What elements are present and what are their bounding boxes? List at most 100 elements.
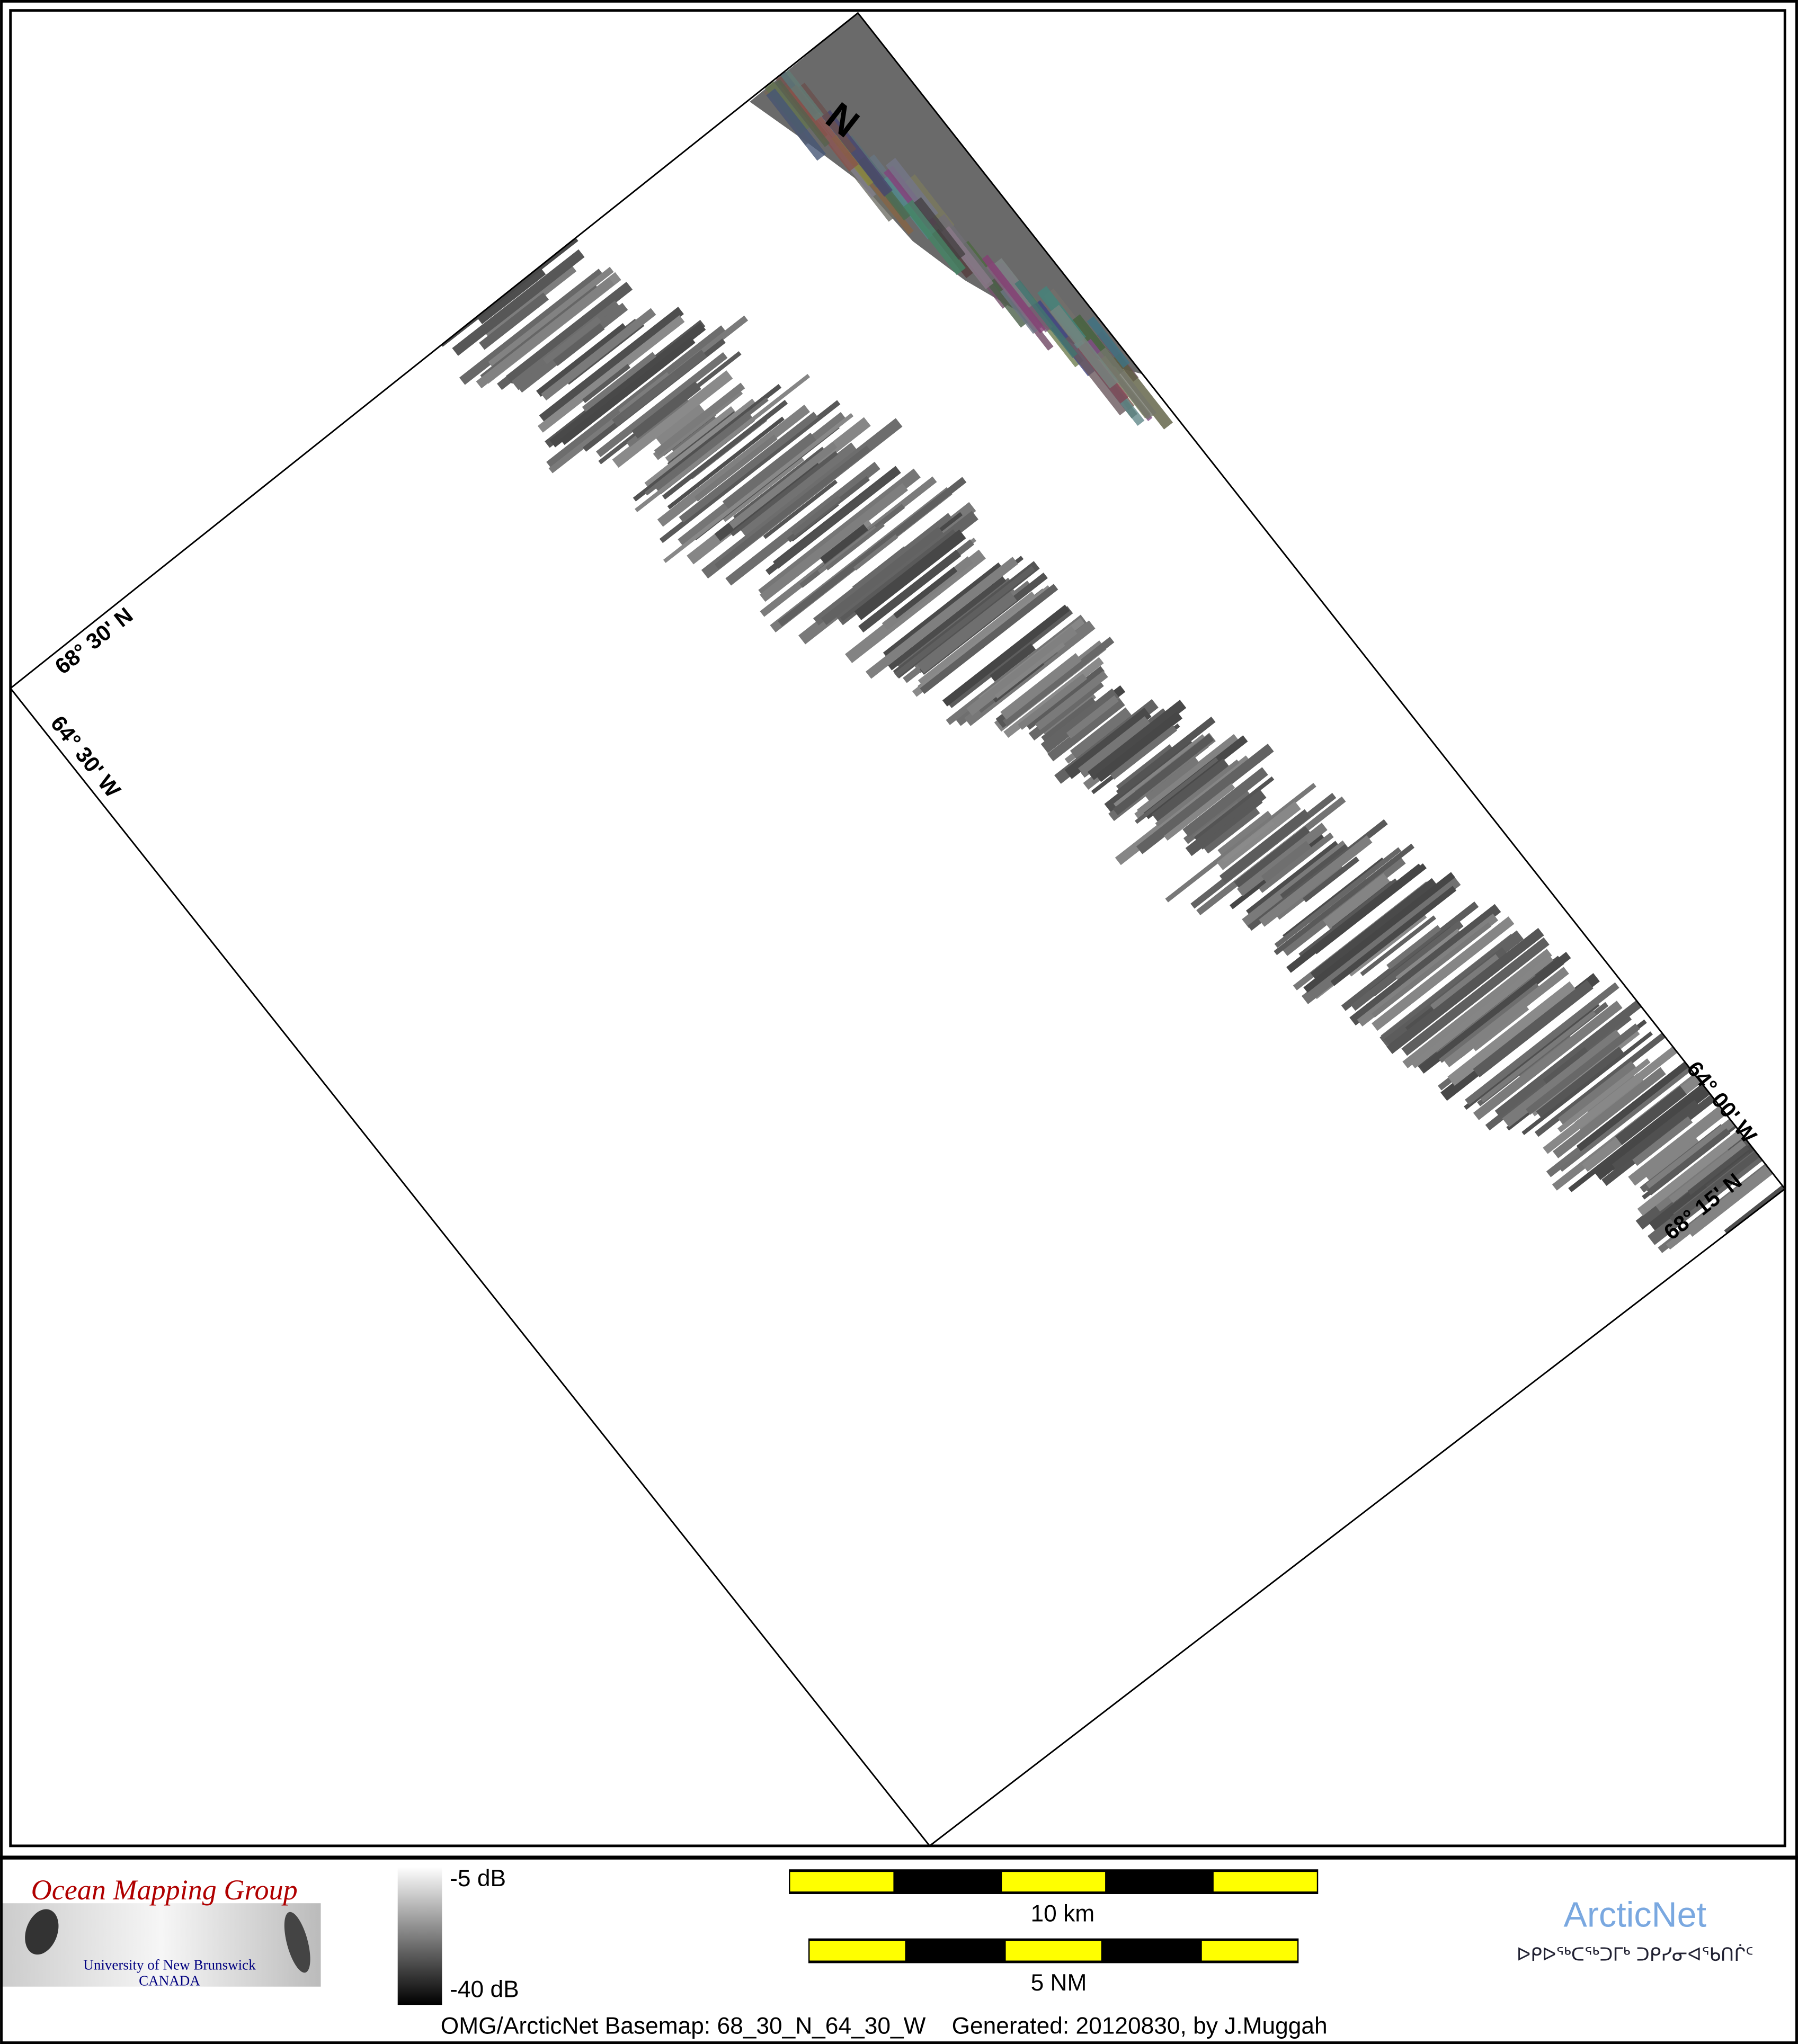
mosaic-strip xyxy=(595,352,728,458)
mosaic-strip xyxy=(1557,1061,1638,1127)
mosaic-strip xyxy=(536,323,628,397)
mosaic-strip xyxy=(1310,878,1438,981)
mosaic-strip xyxy=(1152,758,1229,822)
mosaic-strip xyxy=(1182,767,1268,837)
mosaic-strip xyxy=(1386,925,1441,970)
mosaic-strip xyxy=(1113,734,1206,808)
mosaic-strip xyxy=(1050,305,1119,389)
mosaic-strip xyxy=(633,383,782,502)
mosaic-strip xyxy=(1502,1029,1623,1128)
mosaic-strip xyxy=(582,352,659,415)
mosaic-strip xyxy=(1521,1031,1653,1136)
mosaic-strip xyxy=(1165,783,1316,903)
mosaic-strip xyxy=(1386,927,1544,1054)
mosaic-strip xyxy=(1612,1100,1699,1171)
mosaic-strip xyxy=(479,292,549,350)
mosaic-strip xyxy=(994,642,1065,699)
mosaic-strip xyxy=(679,412,818,523)
mosaic-strip xyxy=(1724,1179,1785,1235)
mosaic-strip xyxy=(1136,744,1274,854)
mosaic-strip xyxy=(854,529,966,620)
mosaic-strip xyxy=(775,79,830,147)
scale-bar-segment xyxy=(1201,1941,1297,1961)
mosaic-strip xyxy=(1185,789,1267,856)
mosaic-strip xyxy=(1323,873,1391,930)
mosaic-strip xyxy=(1430,954,1500,1011)
mosaic-strip xyxy=(1420,952,1571,1073)
mosaic-strip xyxy=(1078,716,1152,777)
mosaic-strip xyxy=(541,308,656,401)
mosaic-strip xyxy=(966,626,1078,716)
map-boundary xyxy=(9,12,1786,1847)
mosaic-strip xyxy=(1465,982,1619,1105)
scale-bar-segment xyxy=(1002,1872,1106,1892)
mosaic-strip xyxy=(635,373,811,512)
mosaic-strip xyxy=(452,249,585,356)
scale-bar-segment xyxy=(1213,1872,1317,1892)
mosaic-strip xyxy=(1000,653,1082,720)
scale-bar-segment xyxy=(894,1872,1001,1892)
mosaic-strip xyxy=(663,413,854,563)
mosaic-strip xyxy=(1473,1001,1623,1120)
mosaic-strip xyxy=(1372,922,1492,1018)
mosaic-strip xyxy=(476,278,615,389)
mosaic-strip xyxy=(840,529,956,622)
mosaic-strip xyxy=(1135,757,1218,824)
mosaic-strip xyxy=(825,522,885,570)
svg-text:University of New Brunswick: University of New Brunswick xyxy=(83,1957,256,1973)
mosaic-strip xyxy=(730,451,838,537)
mosaic-strip xyxy=(1066,695,1119,739)
mosaic-strip xyxy=(1687,1145,1750,1195)
mosaic-strip xyxy=(766,88,826,161)
mosaic-strip xyxy=(1645,1114,1740,1191)
scale-bar-km xyxy=(789,1869,1319,1894)
mosaic-strip xyxy=(1064,707,1152,779)
mosaic-strip xyxy=(553,323,605,367)
mosaic-strip xyxy=(1274,843,1415,956)
mosaic-strip xyxy=(654,382,745,456)
mosaic-strip xyxy=(1632,1116,1693,1166)
mosaic-strip xyxy=(820,524,869,565)
mosaic-strip xyxy=(1002,637,1115,726)
mosaic-strip xyxy=(740,442,857,536)
mosaic-strip xyxy=(1164,783,1235,841)
mosaic-strip xyxy=(920,584,1058,694)
mosaic-strip xyxy=(728,442,838,529)
mosaic-strip xyxy=(1480,1010,1596,1103)
mosaic-strip xyxy=(653,412,755,495)
mosaic-strip xyxy=(1280,844,1349,899)
mosaic-strip xyxy=(918,591,1036,685)
mosaic-strip xyxy=(765,483,881,575)
arcticnet-logo: ArcticNet xyxy=(1564,1896,1706,1935)
mosaic-strip xyxy=(778,477,967,627)
mosaic-strip xyxy=(1087,700,1187,780)
svg-text:Ocean Mapping Group: Ocean Mapping Group xyxy=(31,1874,298,1906)
mosaic-strip xyxy=(759,483,909,602)
mosaic-strip xyxy=(1649,1124,1782,1231)
mosaic-strip xyxy=(1040,688,1119,753)
mosaic-strip xyxy=(1096,711,1183,782)
mosaic-strip xyxy=(821,526,944,626)
mosaic-strip xyxy=(1341,901,1479,1011)
mosaic-strip xyxy=(916,591,1017,674)
mosaic-strip xyxy=(582,364,631,403)
mosaic-strip xyxy=(1628,1097,1737,1186)
mosaic-strip xyxy=(542,316,601,364)
footer-text: OMG/ArcticNet Basemap: 68_30_N_64_30_W G… xyxy=(441,2013,1328,2039)
mosaic-strip xyxy=(1536,1047,1624,1118)
mosaic-strip xyxy=(1401,937,1550,1056)
mosaic-strip xyxy=(1047,698,1125,762)
mosaic-strip xyxy=(1668,1140,1747,1203)
scale-nm-label: 5 NM xyxy=(1031,1970,1087,1996)
mosaic-strip xyxy=(1402,949,1552,1068)
mosaic-strip xyxy=(621,373,678,420)
mosaic-strip xyxy=(982,254,1046,334)
mosaic-strip xyxy=(505,282,633,384)
colorbar xyxy=(397,1867,442,2005)
mosaic-patch xyxy=(750,13,1147,376)
mosaic-strip xyxy=(1552,1067,1666,1158)
colorbar-min-label: -40 dB xyxy=(450,1976,519,2002)
mosaic-strip xyxy=(1646,1137,1699,1181)
mosaic-strip xyxy=(1201,804,1260,854)
